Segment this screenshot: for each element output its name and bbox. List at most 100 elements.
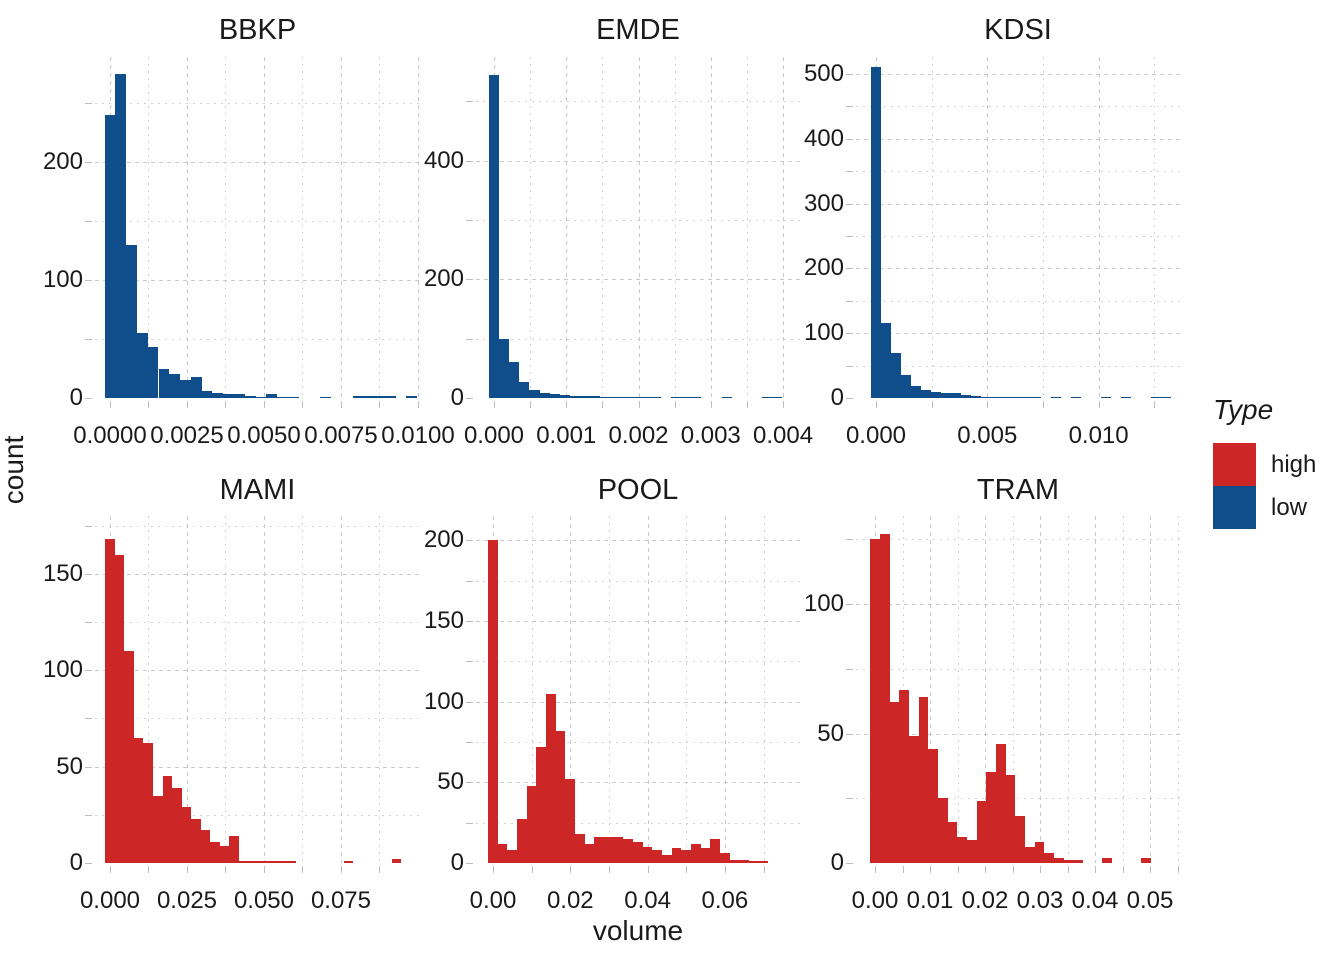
x-tick-label: 0.0000	[73, 422, 147, 449]
gridline-y-minor	[95, 814, 420, 816]
gridline-x-minor	[1067, 516, 1069, 863]
x-axis-tick	[148, 401, 150, 408]
x-axis-tick	[493, 866, 494, 873]
histogram-bar	[507, 850, 518, 863]
gridline-y-major	[856, 203, 1180, 205]
gridline-x-minor	[957, 516, 959, 863]
histogram-bar	[529, 389, 540, 398]
gridline-x-major	[263, 57, 265, 398]
x-tick-label: 0.010	[1068, 422, 1129, 449]
y-axis-tick	[846, 300, 853, 302]
gridline-x-minor	[674, 57, 676, 398]
histogram-bar	[147, 347, 159, 398]
histogram-bar	[1071, 397, 1082, 398]
y-tick-label: 0	[450, 384, 464, 411]
y-tick-label: 50	[56, 752, 83, 780]
histogram-bar	[488, 540, 498, 863]
histogram-bar	[180, 380, 191, 398]
panel-title-bbkp: BBKP	[218, 14, 297, 46]
gridline-x-major	[340, 57, 342, 398]
y-tick-label: 300	[803, 189, 844, 217]
x-axis-tick	[1122, 866, 1124, 873]
gridline-x-major	[724, 516, 726, 863]
x-tick-label: 0.02	[546, 887, 594, 914]
y-tick-label: 500	[803, 59, 844, 87]
histogram-bar	[569, 395, 580, 398]
histogram-bar	[575, 833, 585, 863]
y-tick-label: 50	[817, 719, 844, 747]
x-axis-tick	[109, 866, 111, 873]
x-tick-label: 0.002	[608, 422, 669, 449]
y-tick-label: 50	[437, 768, 464, 796]
x-tick-label: 0.04	[624, 887, 671, 914]
y-axis-tick	[85, 221, 92, 222]
panel-title-kdsi: KDSI	[984, 14, 1052, 46]
gridline-y-minor	[95, 221, 420, 222]
histogram-bar	[158, 368, 170, 398]
x-axis-tick	[763, 866, 765, 873]
x-tick-label: 0.001	[536, 422, 597, 449]
histogram-bar	[691, 396, 702, 398]
histogram-bar	[200, 830, 211, 863]
gridline-x-minor	[1122, 516, 1124, 863]
gridline-x-major	[263, 516, 265, 863]
x-axis-tick	[638, 401, 640, 408]
y-axis-tick	[466, 398, 473, 399]
histogram-bar	[223, 394, 234, 398]
gridline-y-minor	[476, 741, 800, 743]
x-axis-tick	[417, 401, 419, 408]
legend-item-high: high	[1213, 443, 1343, 486]
x-axis-tick	[724, 866, 726, 873]
histogram-bar	[1161, 396, 1172, 398]
legend-label-high: high	[1271, 450, 1317, 478]
legend-item-low: low	[1213, 486, 1343, 529]
y-tick-label: 100	[803, 319, 844, 347]
x-tick-label: 0.0050	[227, 422, 301, 449]
gridline-x-minor	[148, 57, 150, 398]
histogram-bar	[143, 743, 153, 863]
y-tick-label: 200	[423, 526, 464, 554]
x-tick-label: 0.0100	[381, 422, 455, 449]
gridline-y-minor	[476, 338, 800, 340]
histogram-bar	[136, 333, 148, 398]
y-axis-tick	[846, 171, 853, 173]
x-axis-tick	[340, 401, 342, 408]
histogram-bar	[105, 539, 115, 863]
y-tick-label: 200	[42, 148, 83, 175]
histogram-bar	[880, 323, 891, 398]
y-axis-tick	[846, 235, 853, 237]
gridline-x-minor	[746, 57, 748, 398]
x-axis-tick	[263, 401, 265, 408]
histogram-bar	[600, 396, 611, 398]
histogram-bar	[721, 397, 732, 398]
gridline-y-minor	[856, 668, 1180, 670]
y-axis-tick	[466, 338, 473, 340]
histogram-bar	[870, 67, 881, 398]
x-axis-tick	[1095, 866, 1097, 873]
gridline-x-minor	[1154, 57, 1156, 398]
histogram-bar	[749, 861, 759, 863]
x-tick-label: 0.05	[1126, 887, 1174, 914]
x-tick-label: 0.06	[701, 887, 749, 914]
gridline-x-major	[985, 516, 986, 863]
y-axis-tick	[846, 73, 853, 75]
x-axis-tick	[1154, 401, 1156, 408]
gridline-y-minor	[476, 661, 800, 663]
histogram-bar	[287, 396, 299, 398]
gridline-y-minor	[476, 101, 800, 103]
gridline-x-major	[783, 57, 785, 398]
histogram-bar	[1073, 860, 1084, 863]
gridline-x-minor	[530, 57, 532, 398]
gridline-y-major	[476, 701, 800, 703]
legend: Type high low	[1213, 394, 1343, 529]
histogram-bar	[549, 394, 560, 398]
histogram-bar	[169, 374, 181, 398]
y-axis-tick	[846, 539, 853, 541]
histogram-bar	[133, 737, 144, 863]
histogram-bar	[633, 842, 643, 863]
y-axis-tick	[466, 580, 473, 582]
gridline-x-major	[1040, 516, 1041, 863]
gridline-x-major	[1098, 57, 1100, 398]
x-axis-tick	[1098, 401, 1100, 408]
